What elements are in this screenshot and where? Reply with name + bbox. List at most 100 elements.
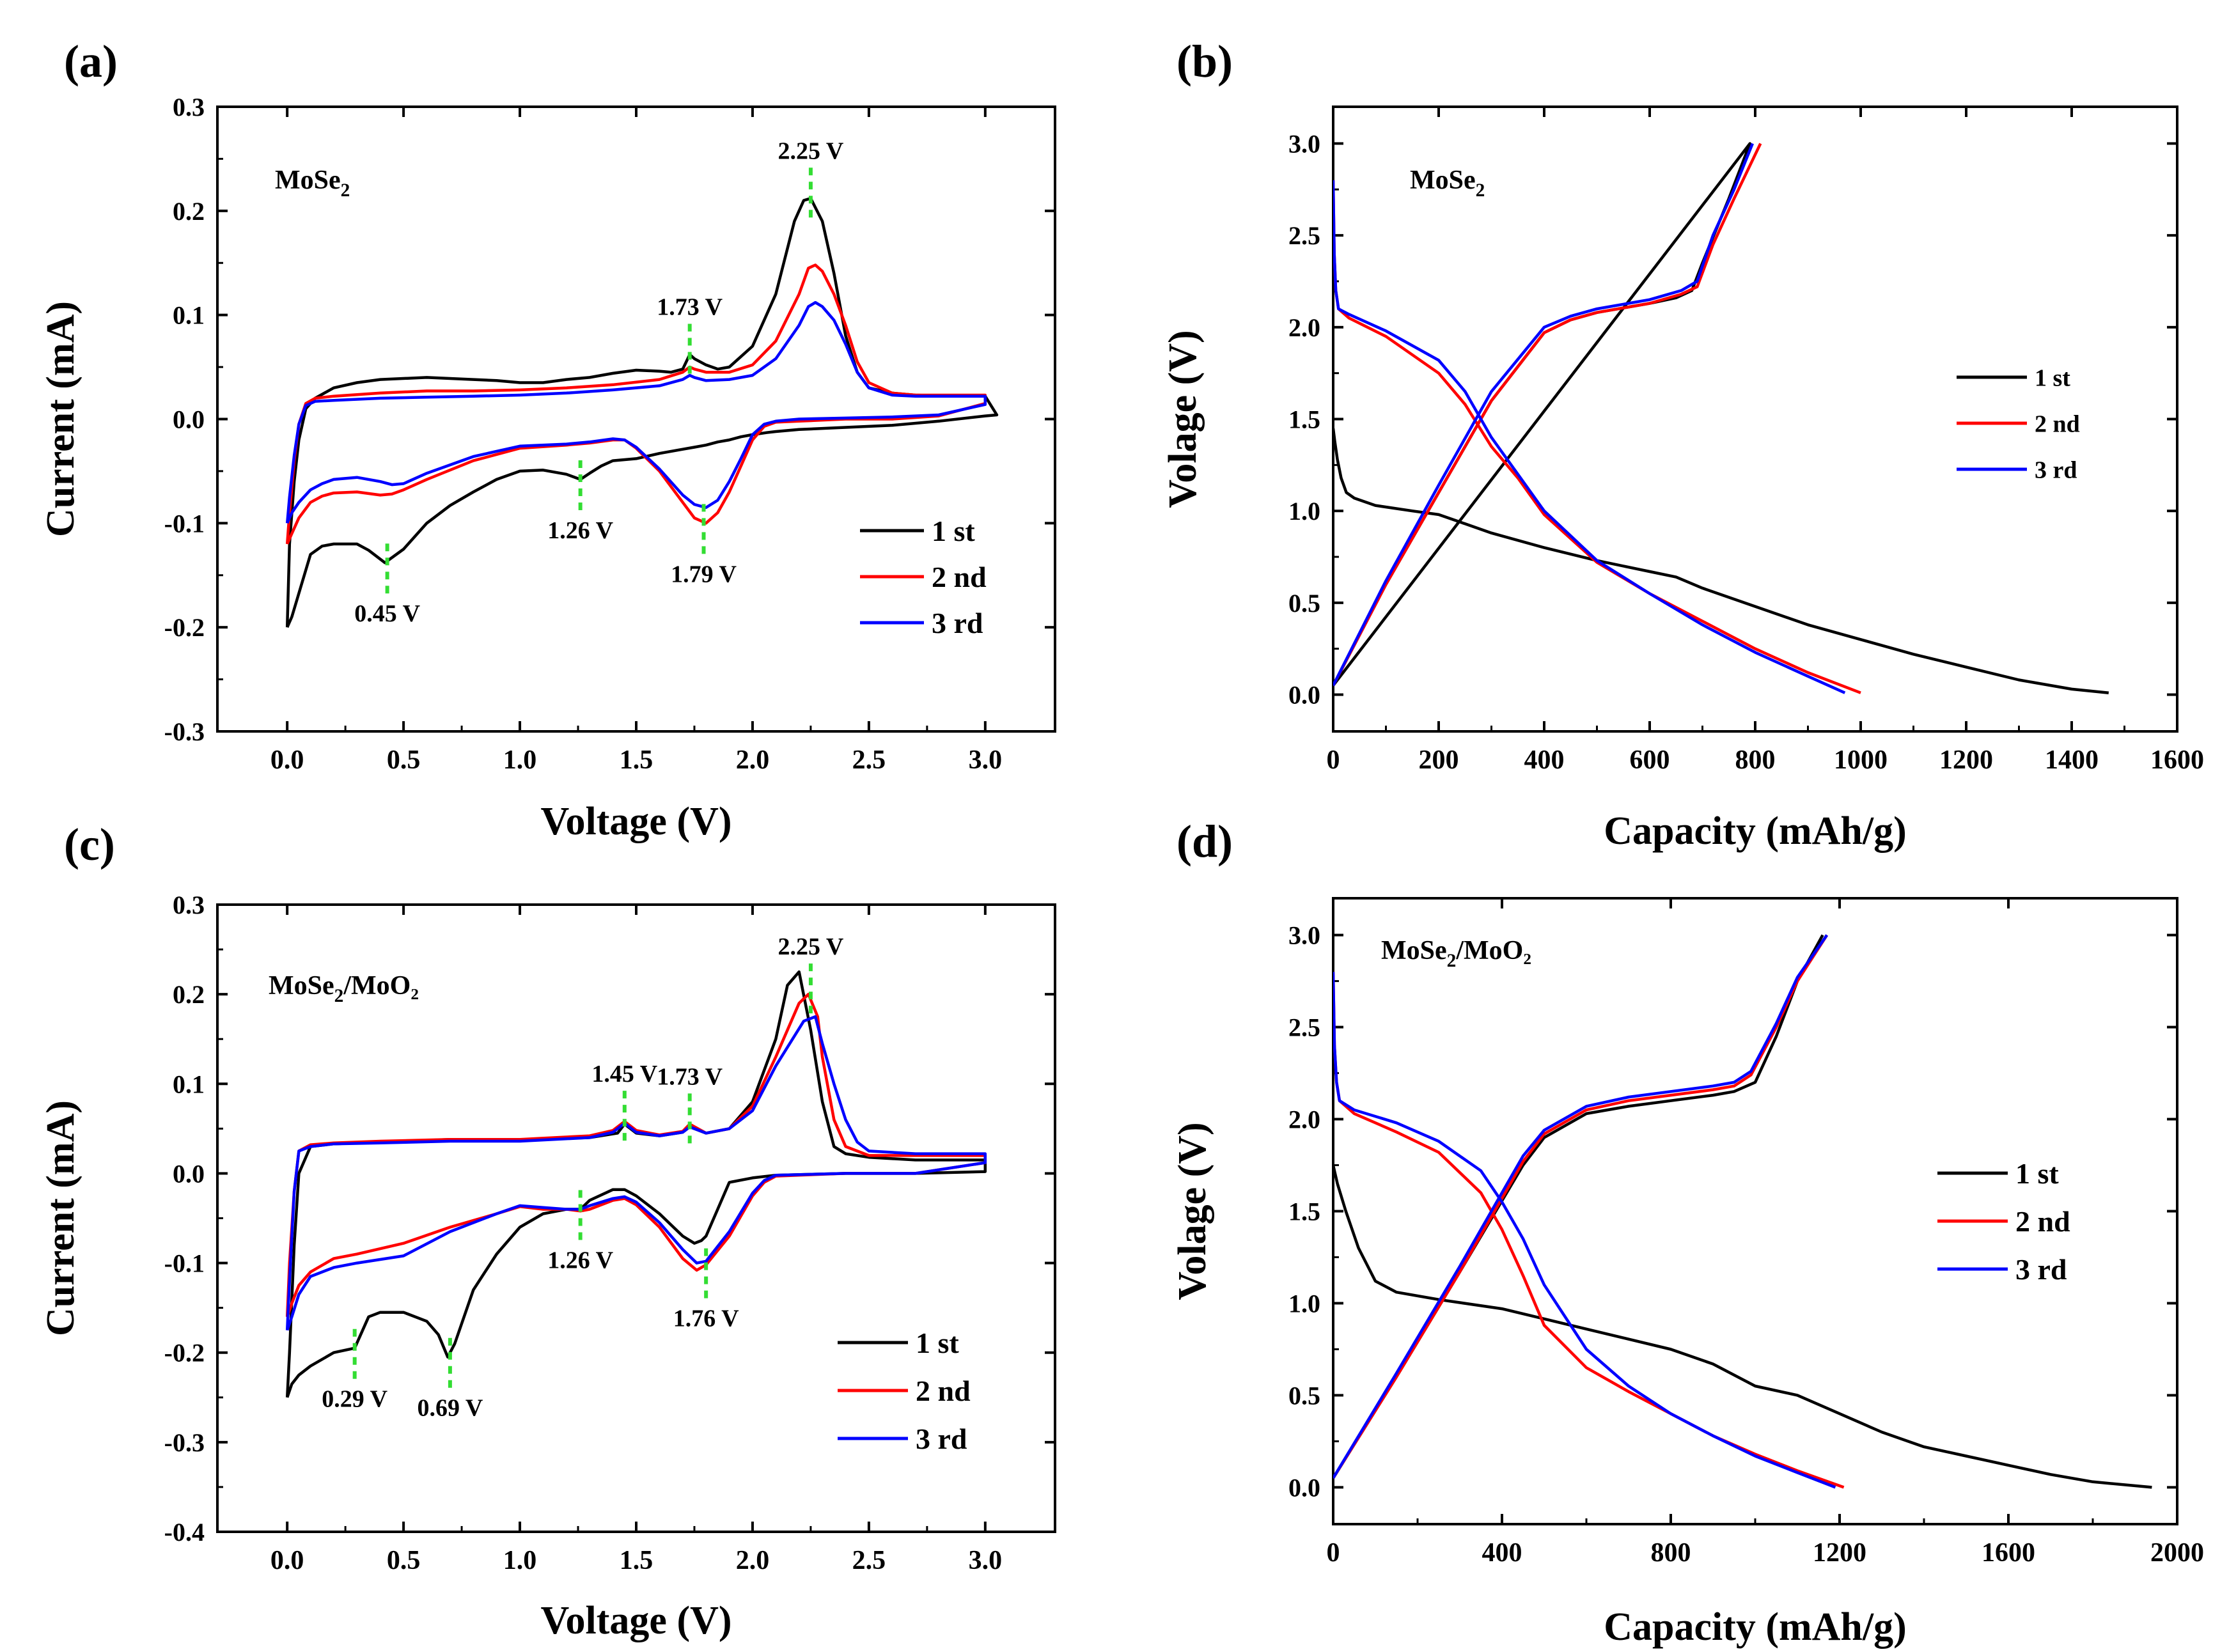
x-tick-label: 2.0 xyxy=(736,745,770,775)
sample-label: MoSe2/MoO₂ xyxy=(1381,936,1531,971)
legend-label: 3 rd xyxy=(932,607,983,639)
peak-label: 1.76 V xyxy=(673,1305,739,1332)
x-tick-label: 3.0 xyxy=(969,1546,1003,1575)
x-tick-label: 2.0 xyxy=(736,1546,770,1575)
y-tick-label: 1.0 xyxy=(1288,497,1320,526)
sample-label: MoSe2 xyxy=(275,166,350,201)
chart-panel-b: (b) 0 200 400 600 800 1000 1200 1400 1600 0.0 0.5 1.… xyxy=(1161,36,2204,853)
x-tick-label: 2.5 xyxy=(852,745,886,775)
chart-panel-c: (c) 0.0 0.5 1.0 1.5 2.0 2.5 3.0 -0.4 -0.3 -0.2 -0.1… xyxy=(39,819,1056,1642)
x-tick-label: 1.5 xyxy=(620,745,653,775)
y-tick-label: 0.1 xyxy=(173,1070,205,1098)
x-tick-label: 600 xyxy=(1630,745,1670,775)
x-axis-label: Voltage (V) xyxy=(540,800,731,843)
x-axis-label: Capacity (mAh/g) xyxy=(1604,1605,1907,1649)
legend-label: 2 nd xyxy=(2035,410,2080,437)
series-line-1st xyxy=(285,197,999,628)
legend: 1 st 2 nd 3 rd xyxy=(1957,364,2080,483)
series-line-3rd xyxy=(285,1015,987,1331)
legend-label: 1 st xyxy=(2015,1157,2059,1190)
x-tick-label: 1200 xyxy=(1813,1538,1866,1568)
legend-label: 3 rd xyxy=(2035,456,2077,483)
y-tick-label: 1.5 xyxy=(1288,1197,1320,1226)
series-line-3rd xyxy=(1333,934,1836,1489)
legend: 1 st 2 nd 3 rd xyxy=(1937,1157,2070,1286)
series-line-1st xyxy=(285,970,987,1398)
legend-label: 1 st xyxy=(916,1327,959,1359)
y-tick-label: 0.1 xyxy=(173,301,205,330)
y-tick-label: 0.0 xyxy=(173,1159,205,1188)
y-tick-label: -0.3 xyxy=(164,717,205,746)
peak-label: 0.29 V xyxy=(322,1386,387,1413)
x-tick-label: 1600 xyxy=(1982,1538,2035,1568)
x-tick-label: 200 xyxy=(1419,745,1459,775)
peak-label: 1.26 V xyxy=(547,517,613,544)
y-tick-label: 3.0 xyxy=(1288,921,1320,950)
y-tick-label: 0.3 xyxy=(173,891,205,919)
peak-label: 0.45 V xyxy=(354,600,420,627)
legend-label: 2 nd xyxy=(932,561,987,593)
x-tick-label: 1.0 xyxy=(503,745,537,775)
peak-label: 1.26 V xyxy=(547,1247,613,1274)
peak-label: 2.25 V xyxy=(778,933,844,960)
sample-label: MoSe2 xyxy=(1410,166,1485,201)
y-tick-label: 0.0 xyxy=(1288,681,1320,710)
x-tick-label: 800 xyxy=(1651,1538,1691,1568)
legend-label: 2 nd xyxy=(916,1375,971,1407)
y-tick-label: -0.1 xyxy=(164,509,205,538)
x-tick-label: 400 xyxy=(1482,1538,1522,1568)
x-tick-label: 2.5 xyxy=(852,1546,886,1575)
legend-label: 3 rd xyxy=(2015,1253,2067,1286)
y-axis-label: Current (mA) xyxy=(39,301,82,537)
y-tick-label: 3.0 xyxy=(1288,129,1320,158)
panel-label: (d) xyxy=(1177,816,1233,867)
y-tick-label: 1.0 xyxy=(1288,1289,1320,1318)
x-tick-label: 1200 xyxy=(1939,745,1993,775)
x-tick-label: 400 xyxy=(1524,745,1565,775)
y-tick-label: 2.0 xyxy=(1288,1105,1320,1134)
legend: 1 st 2 nd 3 rd xyxy=(838,1327,971,1455)
series-line-2nd xyxy=(1333,934,1845,1489)
chart-panel-a: (a) 0.0 0.5 1.0 1.5 2.0 2.5 3.0 -0.3 -0.2 -0.1 0.0 0… xyxy=(39,36,1056,843)
peak-label: 0.69 V xyxy=(418,1395,483,1422)
x-tick-label: 0 xyxy=(1327,1538,1340,1568)
x-tick-label: 0.5 xyxy=(387,1546,421,1575)
legend: 1 st 2 nd 3 rd xyxy=(860,515,987,639)
series-line-3rd xyxy=(285,300,987,524)
series-line-2nd xyxy=(1333,143,1861,694)
peak-label: 1.79 V xyxy=(671,561,737,588)
y-axis-label: Volage (V) xyxy=(1171,1122,1214,1300)
panel-label: (b) xyxy=(1177,36,1233,87)
panel-label: (c) xyxy=(64,819,115,870)
x-tick-label: 0 xyxy=(1327,745,1340,775)
y-tick-label: 0.2 xyxy=(173,197,205,226)
y-tick-label: 1.5 xyxy=(1288,405,1320,434)
x-tick-label: 1400 xyxy=(2045,745,2099,775)
y-tick-label: -0.3 xyxy=(164,1428,205,1457)
legend-label: 3 rd xyxy=(916,1422,967,1455)
peak-label: 1.73 V xyxy=(657,294,723,321)
legend-label: 1 st xyxy=(932,515,975,547)
y-tick-label: 2.5 xyxy=(1288,221,1320,250)
peak-label: 1.73 V xyxy=(657,1063,723,1090)
y-tick-label: 0.0 xyxy=(1288,1473,1320,1502)
peak-label: 1.45 V xyxy=(591,1061,657,1087)
series-line-2nd xyxy=(285,263,987,545)
y-tick-label: 0.0 xyxy=(173,405,205,434)
y-axis-label: Volage (V) xyxy=(1161,330,1205,508)
series-line-2nd xyxy=(285,992,987,1318)
x-axis-label: Capacity (mAh/g) xyxy=(1604,809,1907,853)
x-tick-label: 2000 xyxy=(2150,1538,2204,1568)
x-tick-label: 1600 xyxy=(2150,745,2204,775)
x-tick-label: 1.0 xyxy=(503,1546,537,1575)
y-tick-label: -0.4 xyxy=(164,1518,205,1547)
x-tick-label: 1.5 xyxy=(620,1546,653,1575)
x-tick-label: 1000 xyxy=(1834,745,1888,775)
y-tick-label: 2.0 xyxy=(1288,313,1320,342)
peak-label: 2.25 V xyxy=(778,137,844,164)
legend-label: 2 nd xyxy=(2015,1205,2070,1238)
series-line-3rd xyxy=(1333,143,1846,694)
x-axis-label: Voltage (V) xyxy=(540,1599,731,1642)
panel-label: (a) xyxy=(64,36,118,87)
